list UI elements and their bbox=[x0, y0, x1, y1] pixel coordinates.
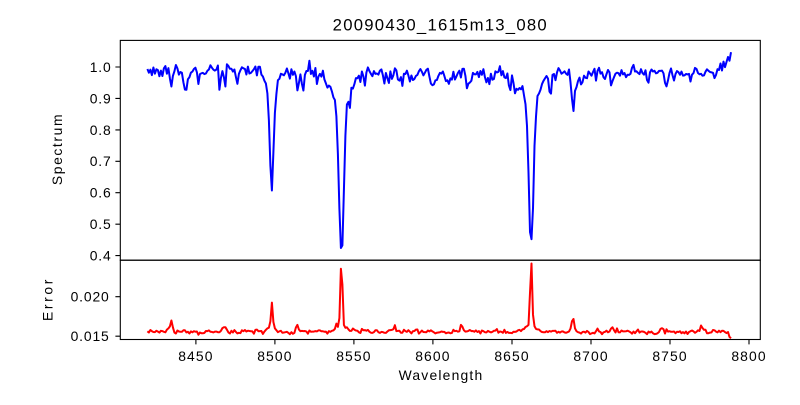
svg-text:Error: Error bbox=[40, 277, 56, 321]
svg-text:8500: 8500 bbox=[257, 348, 292, 364]
svg-text:20090430_1615m13_080: 20090430_1615m13_080 bbox=[333, 16, 548, 35]
svg-text:0.5: 0.5 bbox=[90, 216, 112, 232]
svg-text:8700: 8700 bbox=[573, 348, 608, 364]
svg-text:0.020: 0.020 bbox=[71, 289, 110, 305]
svg-text:1.0: 1.0 bbox=[90, 59, 112, 75]
svg-text:8450: 8450 bbox=[178, 348, 213, 364]
svg-text:8600: 8600 bbox=[415, 348, 450, 364]
svg-text:Wavelength: Wavelength bbox=[399, 367, 484, 383]
svg-text:Spectrum: Spectrum bbox=[49, 113, 65, 185]
svg-text:8750: 8750 bbox=[652, 348, 687, 364]
svg-text:0.9: 0.9 bbox=[90, 90, 112, 106]
svg-text:8650: 8650 bbox=[494, 348, 529, 364]
svg-text:0.4: 0.4 bbox=[90, 248, 112, 264]
svg-text:0.015: 0.015 bbox=[71, 328, 110, 344]
svg-text:8800: 8800 bbox=[731, 348, 766, 364]
svg-text:0.7: 0.7 bbox=[90, 153, 112, 169]
svg-text:8550: 8550 bbox=[336, 348, 371, 364]
svg-text:0.6: 0.6 bbox=[90, 185, 112, 201]
svg-text:0.8: 0.8 bbox=[90, 122, 112, 138]
